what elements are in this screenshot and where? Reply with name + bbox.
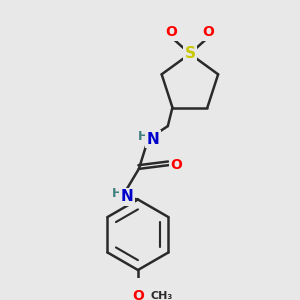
Text: N: N — [120, 189, 133, 204]
Text: O: O — [165, 26, 177, 40]
Text: H: H — [137, 130, 148, 143]
Text: S: S — [184, 46, 195, 61]
Text: N: N — [146, 132, 159, 147]
Text: O: O — [170, 158, 182, 172]
Text: H: H — [111, 188, 122, 200]
Text: O: O — [132, 289, 144, 300]
Text: O: O — [202, 26, 214, 40]
Text: CH₃: CH₃ — [151, 291, 173, 300]
